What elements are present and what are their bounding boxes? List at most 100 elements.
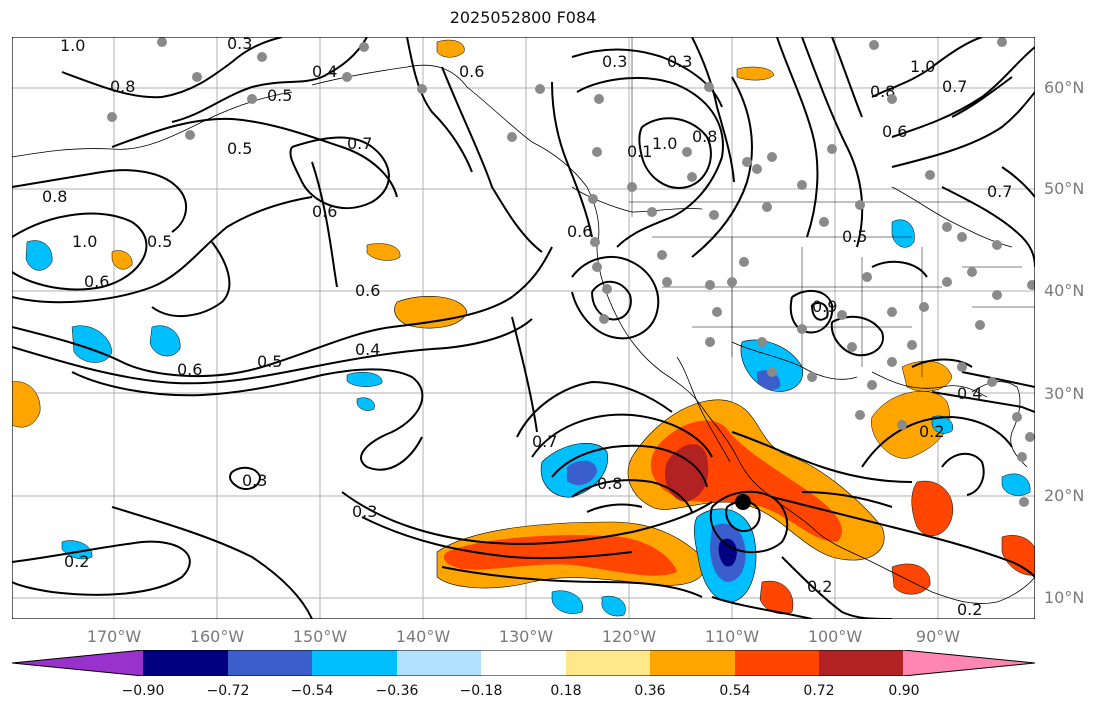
- contour-label: 0.6: [567, 222, 592, 241]
- contour-label: 0.3: [602, 52, 627, 71]
- coastlines: [12, 64, 1035, 604]
- negative-region: [601, 595, 626, 617]
- negative-region: [346, 372, 383, 387]
- positive-region: [436, 39, 465, 58]
- colorbar-tick-label: 0.18: [550, 683, 582, 699]
- contour-label: 0.3: [227, 37, 252, 53]
- positive-region: [759, 580, 794, 615]
- positive-region: [366, 243, 401, 261]
- positive-region: [901, 360, 953, 392]
- contour-label: 0.6: [312, 202, 337, 221]
- colorbar-swatch: [650, 650, 735, 676]
- negative-region: [149, 325, 181, 357]
- colorbar-tick-label: −0.18: [459, 683, 503, 699]
- colorbar-tick-label: 0.90: [888, 683, 920, 699]
- contour-label: 0.3: [352, 502, 377, 521]
- contour-label: 0.1: [627, 142, 652, 161]
- colorbar-swatch: [228, 650, 312, 676]
- contour-label: 0.7: [942, 77, 967, 96]
- positive-region: [911, 480, 954, 536]
- colorbar: [12, 650, 1035, 676]
- contour-lines: [12, 37, 1035, 619]
- contour-label: 0.5: [147, 232, 172, 251]
- longitude-label: 90°W: [915, 627, 961, 646]
- contour-label: 0.4: [957, 384, 982, 403]
- contour-label: 0.2: [64, 552, 89, 571]
- contour-label: 0.8: [42, 187, 67, 206]
- colorbar-swatch: [312, 650, 397, 676]
- graticule: [12, 37, 1035, 619]
- shaded-anomalies: [12, 39, 1035, 617]
- contour-label: 0.7: [347, 134, 372, 153]
- negative-region: [567, 460, 597, 486]
- positive-region: [443, 535, 677, 576]
- storm-center-marker: [735, 494, 751, 510]
- contour-label: 0.5: [227, 139, 252, 158]
- contour-labels: 1.0 0.8 0.3 0.5 0.4 0.5 0.7 0.6 0.8 1.0 …: [42, 37, 1012, 619]
- positive-region: [12, 381, 41, 428]
- contour-label: 0.3: [667, 52, 692, 71]
- longitude-label: 140°W: [395, 627, 451, 646]
- contour-label: 0.2: [807, 577, 832, 596]
- latitude-label: 30°N: [1044, 384, 1085, 403]
- contour-label: 1.0: [60, 37, 85, 55]
- forecast-map: 1.0 0.8 0.3 0.5 0.4 0.5 0.7 0.6 0.8 1.0 …: [12, 37, 1035, 619]
- contour-label: 0.8: [110, 77, 135, 96]
- contour-label: 0.5: [257, 352, 282, 371]
- contour-label: 0.4: [312, 62, 337, 81]
- contour-label: 0.2: [957, 600, 982, 619]
- colorbar-tick-label: −0.36: [375, 683, 419, 699]
- negative-region: [740, 339, 804, 392]
- latitude-label: 60°N: [1044, 78, 1085, 97]
- negative-region: [718, 538, 737, 567]
- contour-label: 0.4: [355, 340, 380, 359]
- station-markers: [107, 37, 1035, 507]
- longitude-label: 150°W: [292, 627, 348, 646]
- negative-region: [1001, 473, 1031, 496]
- positive-region: [736, 66, 775, 81]
- positive-region: [664, 444, 709, 502]
- contour-label: 0.7: [987, 182, 1012, 201]
- contour-label: 0.2: [919, 422, 944, 441]
- longitude-label: 100°W: [807, 627, 863, 646]
- contour-label: 0.8: [597, 474, 622, 493]
- colorbar-swatch: [12, 650, 143, 676]
- contour-label: 1.0: [910, 57, 935, 76]
- positive-region: [394, 296, 468, 329]
- longitude-label: 130°W: [498, 627, 554, 646]
- longitude-label: 120°W: [601, 627, 657, 646]
- colorbar-tick-label: 0.72: [803, 683, 835, 699]
- contour-label: 1.0: [72, 232, 97, 251]
- latitude-label: 10°N: [1044, 588, 1085, 607]
- colorbar-tick-label: −0.72: [206, 683, 250, 699]
- longitude-label: 170°W: [86, 627, 142, 646]
- positive-region: [111, 250, 133, 270]
- colorbar-tick-label: −0.54: [290, 683, 334, 699]
- latitude-label: 40°N: [1044, 281, 1085, 300]
- contour-label: 0.5: [842, 227, 867, 246]
- contour-label: 0.6: [459, 62, 484, 81]
- latitude-label: 20°N: [1044, 486, 1085, 505]
- negative-region: [551, 590, 584, 614]
- contour-label: 0.6: [882, 122, 907, 141]
- colorbar-swatch: [397, 650, 481, 676]
- contour-label: 0.9: [812, 297, 837, 316]
- longitude-label: 110°W: [704, 627, 760, 646]
- contour-label: 0.6: [84, 272, 109, 291]
- colorbar-swatch: [903, 650, 1035, 676]
- colorbar-swatch: [735, 650, 819, 676]
- latitude-label: 50°N: [1044, 179, 1085, 198]
- colorbar-swatch: [566, 650, 650, 676]
- colorbar-swatch: [481, 650, 566, 676]
- negative-region: [891, 219, 915, 248]
- colorbar-swatch: [143, 650, 228, 676]
- contour-label: 0.8: [692, 127, 717, 146]
- colorbar-tick-label: 0.54: [719, 683, 751, 699]
- contour-label: 1.0: [652, 134, 677, 153]
- contour-label: 0.5: [267, 86, 292, 105]
- contour-label: 0.3: [242, 471, 267, 490]
- colorbar-swatch: [819, 650, 903, 676]
- colorbar-tick-label: 0.36: [634, 683, 666, 699]
- negative-region: [25, 240, 53, 271]
- contour-label: 0.7: [532, 432, 557, 451]
